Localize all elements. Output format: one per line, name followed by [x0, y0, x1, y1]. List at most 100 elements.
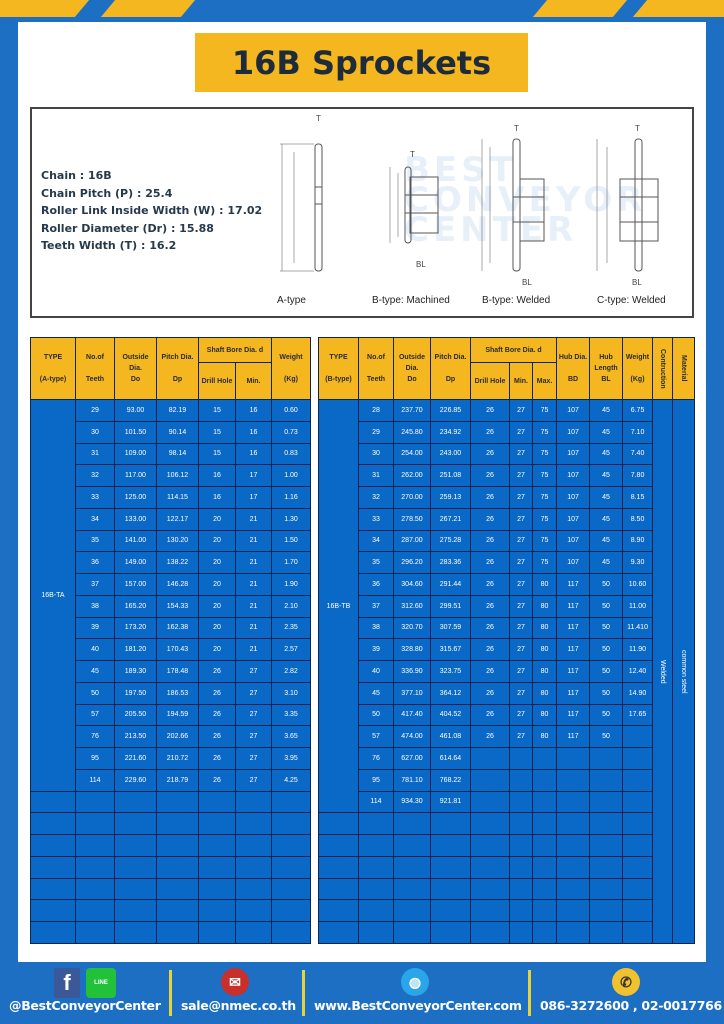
- data-cell: 26: [470, 551, 510, 574]
- table-row: [30, 921, 311, 944]
- social-handle[interactable]: @BestConveyorCenter: [9, 998, 161, 1013]
- data-cell: 2.82: [271, 660, 311, 683]
- data-cell: 2.57: [271, 638, 311, 661]
- data-cell: 109.00: [114, 442, 157, 466]
- empty-cell: [509, 921, 533, 944]
- data-cell: 36: [358, 573, 394, 596]
- empty-cell: [271, 921, 311, 944]
- table-row: 16B-TA 29 93.00 82.19 15 16 0.60: [30, 399, 311, 792]
- data-cell: 45: [589, 464, 624, 487]
- data-cell: 3.95: [271, 747, 311, 770]
- data-cell: 2.10: [271, 594, 311, 618]
- table-row: 57 474.00 461.08 26 27 80 117 50: [319, 725, 695, 748]
- data-cell: 291.44: [430, 573, 471, 596]
- empty-cell: [531, 834, 558, 857]
- spec-roller-diameter: Roller Diameter (Dr) : 15.88: [41, 221, 214, 235]
- phone-icon[interactable]: ✆: [612, 968, 640, 996]
- line-icon[interactable]: LINE: [86, 968, 116, 998]
- table-row: 45 189.30 178.48 26 27 2.82: [31, 660, 311, 683]
- email-icon[interactable]: ✉: [221, 968, 249, 996]
- data-cell: [470, 747, 510, 770]
- table-row: 40 181.20 170.43 20 21 2.57: [31, 638, 311, 661]
- data-cell: 39: [75, 616, 115, 640]
- data-cell: 768.22: [430, 768, 471, 792]
- data-cell: 21: [235, 638, 272, 661]
- empty-cell: [393, 834, 431, 857]
- header-pitch-dia: Pitch Dia. Dp: [430, 337, 471, 400]
- data-cell: 1.70: [271, 551, 311, 574]
- data-cell: 170.43: [156, 638, 199, 661]
- email-link[interactable]: sale@nmec.co.th: [181, 998, 296, 1013]
- data-cell: 17.65: [622, 703, 654, 727]
- empty-cell: [156, 834, 199, 857]
- table-row: 35 296.20 283.36 26 27 75 107 45 9.30: [319, 551, 695, 574]
- data-cell: 27: [509, 442, 533, 466]
- data-cell: 377.10: [393, 681, 431, 705]
- data-cell: 45: [358, 681, 394, 705]
- data-cell: 57: [358, 725, 394, 748]
- empty-cell: [156, 899, 199, 922]
- empty-cell: [358, 855, 394, 879]
- empty-cell: [531, 812, 558, 835]
- spec-inside-width: Roller Link Inside Width (W) : 17.02: [41, 204, 263, 217]
- data-cell: 243.00: [430, 442, 471, 466]
- table-row: [318, 877, 695, 901]
- empty-cell: [430, 855, 471, 879]
- data-cell: 210.72: [156, 747, 199, 770]
- empty-cell: [556, 855, 591, 879]
- empty-cell: [114, 834, 157, 857]
- website-link[interactable]: www.BestConveyorCenter.com: [314, 998, 522, 1013]
- empty-cell: [75, 855, 115, 879]
- data-cell: 27: [509, 420, 533, 444]
- data-cell: 27: [235, 725, 272, 748]
- data-cell: 50: [589, 660, 624, 683]
- data-cell: 27: [509, 507, 533, 531]
- data-cell: 781.10: [393, 768, 431, 792]
- data-cell: 75: [531, 399, 558, 422]
- footer: f LINE @BestConveyorCenter ✉ sale@nmec.c…: [0, 962, 724, 1024]
- table-row: 38 165.20 154.33 20 21 2.10: [31, 594, 311, 618]
- empty-cell: [622, 921, 654, 944]
- dim-t: T: [410, 150, 415, 159]
- empty-cell: [430, 812, 471, 835]
- header-teeth: No.of Teeth: [358, 337, 394, 400]
- header-hub-length: Hub Length BL: [589, 337, 624, 400]
- data-cell: 146.28: [156, 573, 199, 596]
- data-cell: 8.90: [622, 529, 654, 553]
- data-cell: 181.20: [114, 638, 157, 661]
- data-cell: 404.52: [430, 703, 471, 727]
- construction-cell: Welded: [652, 399, 674, 944]
- table-row: 76 213.50 202.66 26 27 3.65: [31, 725, 311, 748]
- data-cell: 45: [589, 507, 624, 531]
- empty-cell: [30, 812, 76, 835]
- data-cell: 1.00: [271, 464, 311, 487]
- empty-cell: [235, 921, 272, 944]
- facebook-icon[interactable]: f: [54, 968, 80, 998]
- dim-bl: BL: [416, 260, 426, 269]
- data-cell: 27: [509, 551, 533, 574]
- data-cell: 45: [589, 529, 624, 553]
- data-cell: 254.00: [393, 442, 431, 466]
- data-cell: 21: [235, 594, 272, 618]
- empty-cell: [156, 855, 199, 879]
- data-cell: 45: [589, 420, 624, 444]
- data-cell: 194.59: [156, 703, 199, 727]
- globe-icon[interactable]: ◍: [401, 968, 429, 996]
- data-cell: 14.90: [622, 681, 654, 705]
- table-row: [30, 790, 311, 814]
- data-cell: 11.90: [622, 638, 654, 661]
- phone-numbers[interactable]: 086-3272600 , 02-0017766: [540, 998, 722, 1013]
- table-row: 32 117.00 106.12 16 17 1.00: [31, 464, 311, 487]
- data-cell: 32: [358, 486, 394, 509]
- data-cell: 26: [470, 486, 510, 509]
- data-cell: 15: [198, 442, 236, 466]
- empty-cell: [75, 899, 115, 922]
- data-cell: 20: [198, 594, 236, 618]
- data-cell: 117: [556, 594, 591, 618]
- empty-cell: [156, 812, 199, 835]
- empty-cell: [470, 834, 510, 857]
- data-cell: 45: [589, 399, 624, 422]
- data-cell: 4.25: [271, 768, 311, 792]
- data-cell: 27: [235, 747, 272, 770]
- b-machined-drawing: [389, 166, 439, 244]
